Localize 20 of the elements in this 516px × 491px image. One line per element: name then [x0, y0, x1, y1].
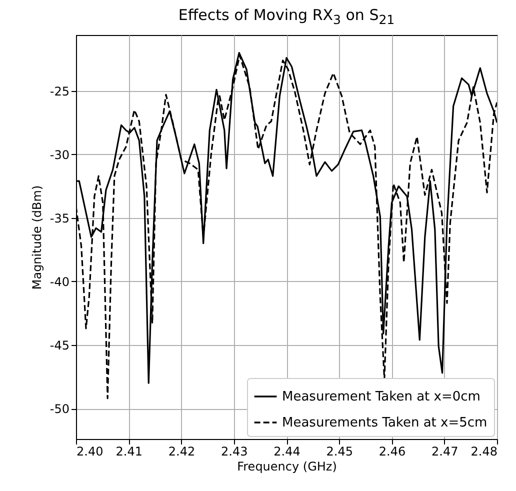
x-tick-label: 2.41 [116, 444, 142, 458]
y-tick-label: -25 [50, 84, 70, 98]
x-tick-label: 2.45 [326, 444, 353, 458]
x-tick-label: 2.47 [432, 444, 458, 458]
x-tick-label: 2.40 [76, 444, 104, 458]
y-tick-label: -45 [50, 338, 70, 352]
x-tick-label: 2.44 [274, 444, 300, 458]
y-tick-label: -40 [50, 274, 70, 289]
x-tick-label: 2.42 [168, 444, 196, 458]
chart-title: Effects of Moving RX$_{3}$ on S$_{21}$ [177, 6, 396, 27]
legend-label: Measurements Taken at x=5cm [282, 416, 488, 430]
legend-label: Measurement Taken at x=0cm [282, 390, 480, 404]
y-tick-label: -50 [50, 402, 70, 416]
y-tick-label: -30 [50, 148, 70, 162]
x-axis-title: Frequency (GHz) [237, 460, 337, 474]
x-tick-label: 2.43 [221, 444, 248, 458]
x-tick-label: 2.48 [470, 444, 498, 458]
y-tick-label: -35 [50, 211, 70, 226]
y-axis-title: Magnitude (dBm) [30, 185, 44, 290]
x-tick-label: 2.46 [378, 444, 406, 458]
